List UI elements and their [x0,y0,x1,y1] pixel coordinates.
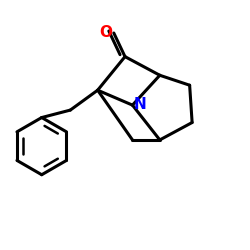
Text: N: N [134,97,146,112]
Text: O: O [99,24,112,40]
